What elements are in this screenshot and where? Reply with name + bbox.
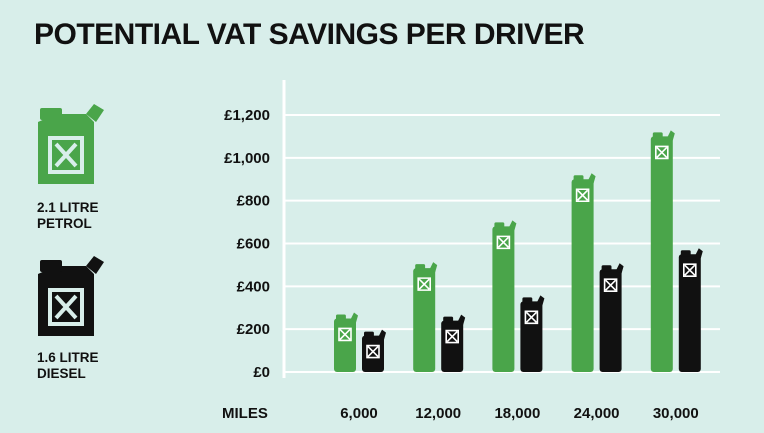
bar-cap-icon xyxy=(522,295,545,325)
legend-petrol-label: 2.1 LITRE PETROL xyxy=(37,200,99,232)
bar-cap-icon xyxy=(573,173,596,203)
petrol-bar xyxy=(650,136,673,372)
diesel-bar xyxy=(362,335,384,372)
diesel-jerry-can-icon xyxy=(38,256,104,336)
bar-cap-icon xyxy=(443,314,466,344)
legend-diesel-label: 1.6 LITRE DIESEL xyxy=(37,350,99,382)
legend-diesel-line2: DIESEL xyxy=(37,366,86,381)
bar-cap-icon xyxy=(364,329,386,359)
chart-title: POTENTIAL VAT SAVINGS PER DRIVER xyxy=(34,18,585,51)
y-tick-label: £0 xyxy=(253,364,270,381)
x-tick-label: 30,000 xyxy=(653,405,699,422)
y-tick-label: £400 xyxy=(237,278,270,295)
legend-diesel-line1: 1.6 LITRE xyxy=(37,350,99,365)
petrol-bar xyxy=(492,226,515,372)
x-tick-label: 18,000 xyxy=(494,405,540,422)
diesel-bar xyxy=(599,269,622,372)
petrol-bar xyxy=(334,318,356,372)
y-tick-label: £800 xyxy=(237,193,270,210)
legend-petrol-line2: PETROL xyxy=(37,216,92,231)
bar-cap-icon xyxy=(680,248,703,278)
x-axis-label: MILES xyxy=(222,405,268,422)
y-tick-label: £1,000 xyxy=(224,150,270,167)
bar-cap-icon xyxy=(494,220,517,250)
x-tick-label: 12,000 xyxy=(415,405,461,422)
petrol-jerry-can-icon xyxy=(38,104,104,184)
diesel-bar xyxy=(441,320,464,372)
bar-cap-icon xyxy=(336,312,358,342)
bar-cap-icon xyxy=(652,130,675,160)
y-tick-label: £600 xyxy=(237,236,270,253)
y-tick-label: £200 xyxy=(237,321,270,338)
x-tick-label: 6,000 xyxy=(340,405,378,422)
x-axis-ticks: 6,000 12,000 18,000 24,000 30,000 xyxy=(340,405,699,422)
petrol-bar xyxy=(413,268,436,372)
bar-cap-icon xyxy=(601,263,624,292)
diesel-bar xyxy=(678,254,701,372)
legend-petrol-line1: 2.1 LITRE xyxy=(37,200,99,215)
y-tick-label: £1,200 xyxy=(224,107,270,124)
bar-cap-icon xyxy=(415,262,438,291)
petrol-bar xyxy=(571,179,594,372)
bars xyxy=(334,130,703,372)
x-tick-label: 24,000 xyxy=(574,405,620,422)
y-axis-ticks: £0 £200 £400 £600 £800 £1,000 £1,200 xyxy=(224,107,270,381)
